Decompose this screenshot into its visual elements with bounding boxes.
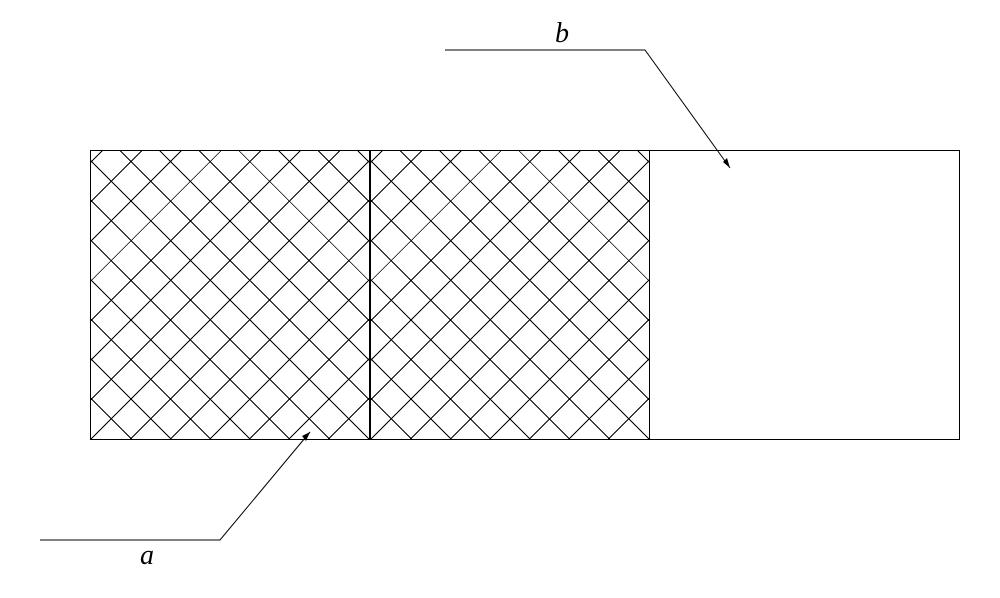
label-a: a: [140, 540, 154, 572]
leader-a: [0, 0, 1000, 598]
